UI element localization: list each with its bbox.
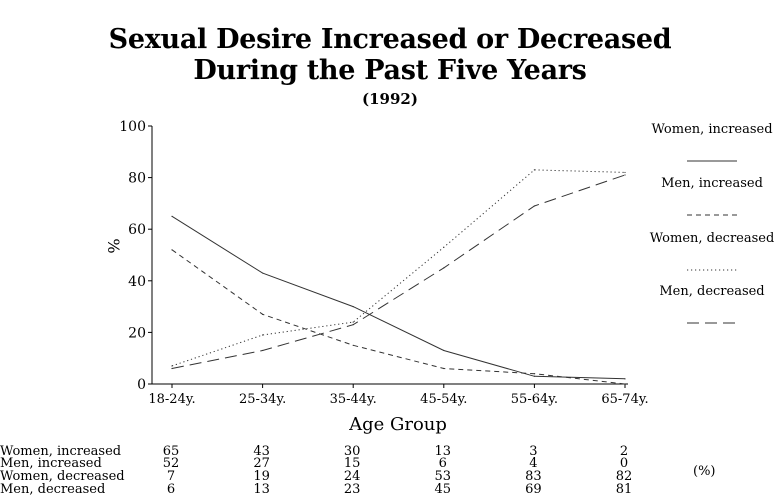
chart-title-line2: During the Past Five Years — [193, 55, 587, 86]
y-tick-label: 40 — [128, 274, 146, 290]
table-cell: 45 — [434, 482, 452, 497]
table-cell: 19 — [253, 469, 270, 484]
table-cell: 6 — [438, 456, 447, 471]
data-point — [171, 367, 173, 370]
x-tick-label: 45-54y. — [420, 392, 467, 407]
data-point — [262, 334, 264, 336]
data-point — [352, 306, 354, 308]
data-point — [443, 246, 445, 248]
table-cell: 6 — [166, 482, 176, 497]
legend-swatches — [687, 160, 737, 324]
table-cell: 0 — [619, 456, 629, 471]
data-point — [533, 375, 536, 377]
series-line-men-decreased — [171, 174, 626, 369]
data-point — [443, 349, 445, 352]
table-cell: 4 — [529, 456, 538, 471]
y-axis-label: % — [104, 238, 123, 253]
table-cell: 13 — [253, 482, 270, 497]
table-unit-label: (%) — [693, 464, 716, 479]
table-cell: 15 — [343, 456, 361, 471]
series-lines — [171, 169, 626, 385]
x-axis-label: Age Group — [348, 414, 447, 435]
x-tick-label: 65-74y. — [601, 392, 648, 407]
data-point — [262, 272, 264, 274]
table-cell: 65 — [162, 444, 180, 459]
data-point — [171, 365, 173, 367]
chart-title: Sexual Desire Increased or Decreased — [108, 24, 672, 55]
table-cell: 69 — [525, 482, 542, 497]
table-cell: 43 — [253, 444, 270, 459]
legend-label: Women, increased — [651, 122, 773, 137]
data-point — [171, 215, 173, 217]
x-tick-label: 25-34y. — [239, 392, 286, 407]
data-point — [624, 174, 626, 176]
table-cell: 7 — [166, 469, 176, 484]
table-cell: 27 — [253, 456, 270, 471]
table-row-label: Women, increased — [0, 444, 122, 459]
data-point — [171, 249, 173, 251]
data-point — [533, 205, 536, 207]
data-point — [443, 267, 445, 269]
data-point — [533, 169, 536, 171]
data-point — [533, 373, 536, 375]
legend-label: Men, decreased — [659, 284, 765, 299]
y-tick-label: 20 — [128, 325, 146, 341]
table-cell: 2 — [619, 444, 629, 459]
table-cell: 83 — [525, 469, 542, 484]
y-tick-label: 60 — [128, 222, 146, 238]
data-point — [624, 171, 626, 174]
data-point — [624, 378, 626, 380]
y-tick-label: 80 — [128, 171, 146, 187]
data-point — [443, 367, 445, 370]
data-point — [352, 321, 354, 323]
x-tick-label: 18-24y. — [148, 392, 195, 407]
series-line-women-decreased — [171, 169, 626, 367]
table-row-label: Men, decreased — [0, 482, 106, 497]
chart-subtitle: (1992) — [362, 90, 418, 108]
data-point — [262, 313, 264, 315]
legend-label: Men, increased — [661, 176, 763, 191]
y-tick-label: 0 — [137, 377, 146, 393]
data-point — [352, 324, 354, 326]
table-cell: 52 — [162, 456, 180, 471]
table-cell: 3 — [529, 444, 538, 459]
data-point — [352, 344, 354, 346]
table-row-label: Women, decreased — [0, 469, 125, 484]
x-tick-label: 55-64y. — [511, 392, 558, 407]
x-tick-label: 35-44y. — [330, 392, 377, 407]
table-cell: 23 — [343, 482, 361, 497]
table-cell: 13 — [434, 444, 452, 459]
y-tick-label: 100 — [119, 119, 146, 135]
axes: 0 20 40 60 80 100 18-24y. 25-34y. 35-44y. 45-54y.… — [104, 119, 649, 435]
table-cell: 24 — [343, 469, 361, 484]
table-cell: 53 — [434, 469, 452, 484]
table-cell: 81 — [615, 482, 633, 497]
series-line-women-increased — [171, 215, 626, 380]
data-point — [262, 349, 264, 352]
table-cell: 30 — [343, 444, 361, 459]
table-row-label: Men, increased — [0, 456, 102, 471]
series-line-men-increased — [171, 249, 626, 385]
data-point — [624, 383, 626, 385]
legend-label: Women, decreased — [649, 231, 775, 246]
table-cell: 82 — [615, 469, 633, 484]
